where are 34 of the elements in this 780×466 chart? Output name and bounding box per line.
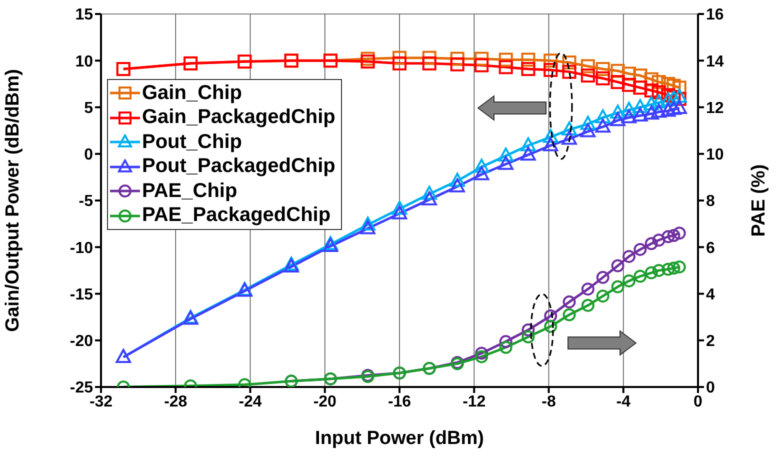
x-axis-title: Input Power (dBm)	[315, 428, 484, 449]
legend-label: PAE_PackagedChip	[142, 204, 331, 228]
y-axis-title: Gain/Output Power (dB/dBm)	[2, 69, 24, 332]
y2-tick-label: 6	[706, 240, 715, 257]
y2-tick-label: 4	[706, 286, 715, 304]
y-tick-label: 15	[75, 6, 94, 24]
y-tick-label: 10	[75, 53, 94, 70]
y-tick-label: -15	[70, 286, 94, 304]
legend-label: Gain_Chip	[142, 82, 242, 105]
y-tick-label: 5	[84, 100, 94, 117]
y2-tick-label: 2	[706, 333, 715, 350]
y2-tick-label: 16	[706, 6, 724, 24]
y-tick-label: -10	[70, 240, 94, 257]
legend-label: Gain_PackagedChip	[142, 106, 336, 130]
y2-tick-label: 10	[706, 146, 724, 164]
x-tick-label: -20	[313, 393, 337, 410]
y2-tick-label: 12	[706, 100, 724, 117]
y2-axis-title: PAE (%)	[748, 164, 770, 237]
x-tick-label: 0	[694, 393, 703, 410]
y-tick-label: -20	[70, 333, 94, 350]
y2-tick-label: 14	[706, 53, 724, 70]
x-tick-label: -28	[164, 393, 188, 410]
legend-label: Pout_Chip	[142, 130, 242, 154]
y2-tick-label: 0	[706, 380, 715, 397]
y-tick-label: -5	[78, 193, 94, 210]
x-tick-label: -4	[616, 393, 631, 410]
legend-label: PAE_Chip	[142, 180, 238, 203]
x-tick-label: -12	[462, 393, 486, 410]
x-tick-label: -16	[388, 393, 412, 410]
y2-tick-label: 8	[706, 193, 715, 210]
y-tick-label: 0	[84, 146, 94, 164]
legend-label: Pout_PackagedChip	[142, 155, 336, 178]
x-tick-label: -8	[542, 393, 556, 410]
x-tick-label: -24	[238, 393, 262, 410]
